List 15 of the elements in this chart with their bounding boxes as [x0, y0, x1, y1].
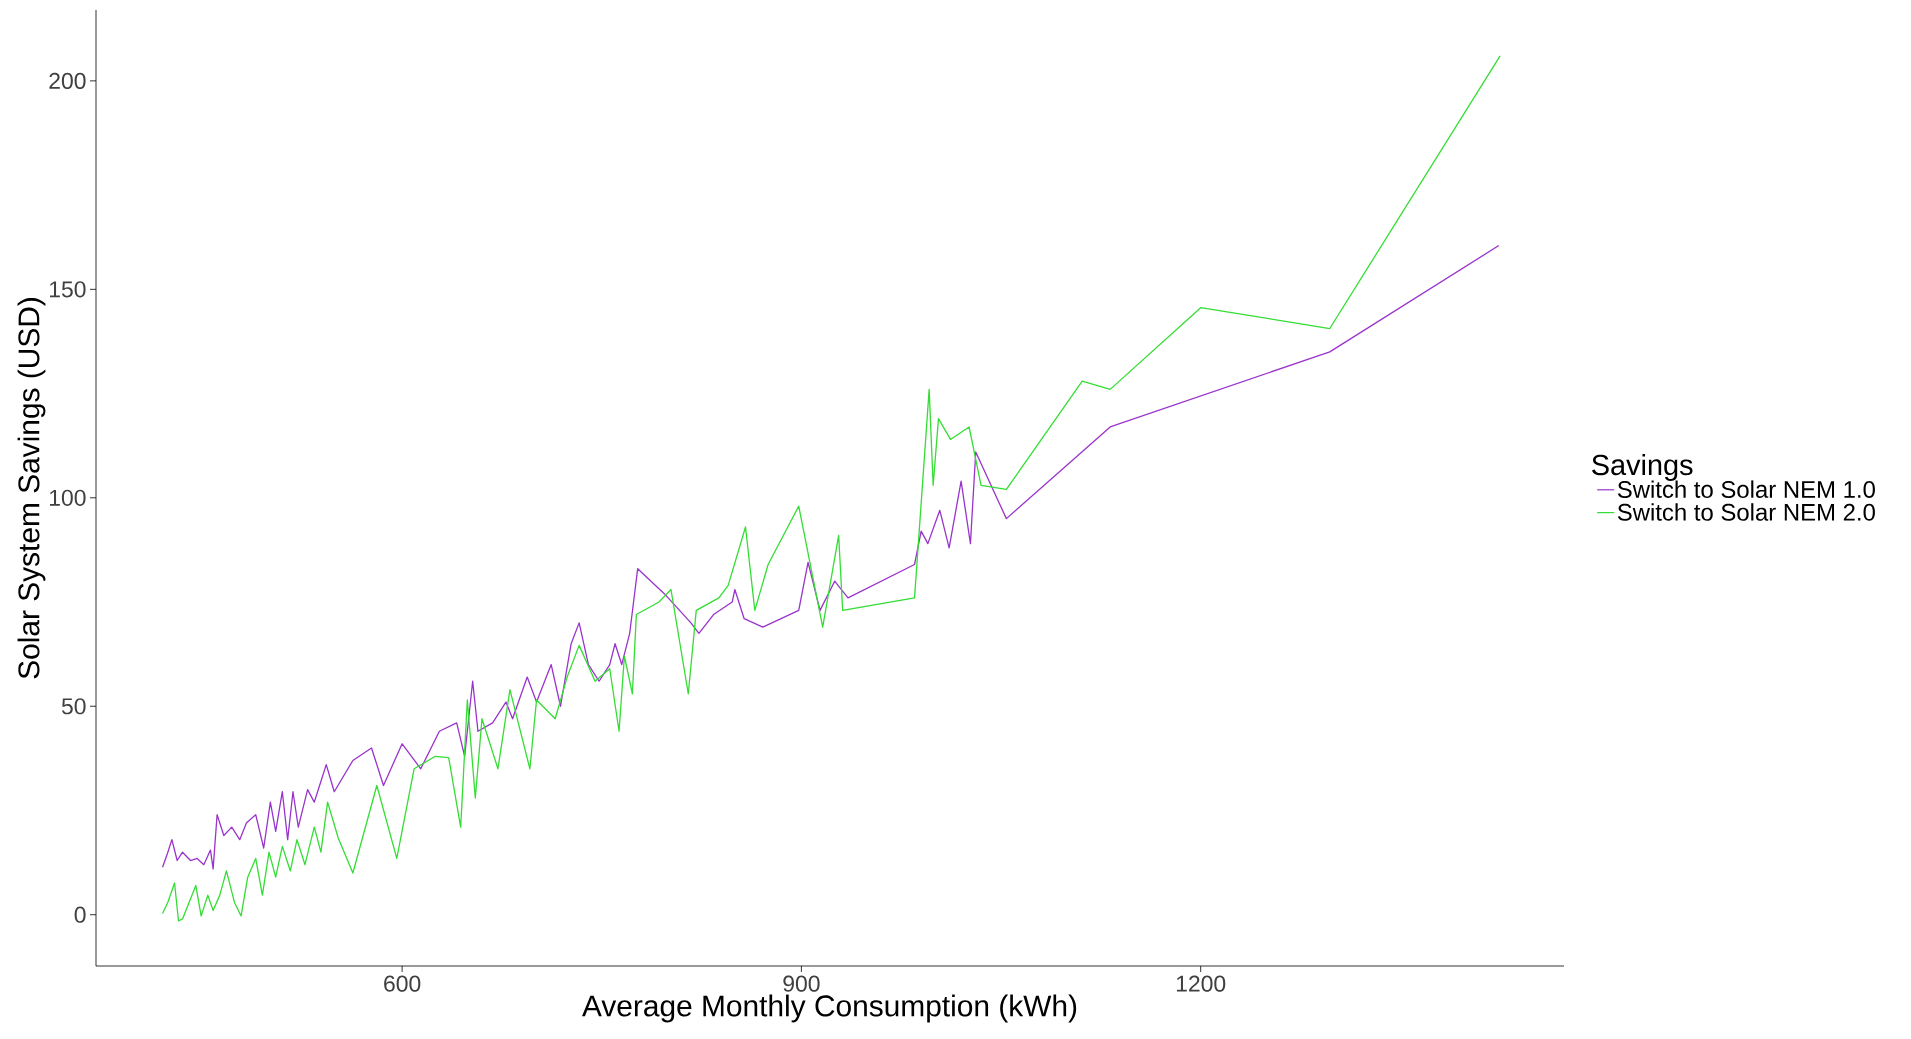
x-tick-label: 1200: [1176, 975, 1226, 992]
legend-label: Switch to Solar NEM 1.0: [1617, 480, 1875, 498]
y-tick-label: 100: [50, 489, 86, 506]
y-tick-label: 50: [61, 698, 86, 715]
x-axis-title: Average Monthly Consumption (kWh): [582, 994, 1077, 1023]
line-series: [161, 244, 1500, 870]
y-tick-label: 200: [49, 72, 86, 89]
x-tick-label: 600: [384, 975, 421, 992]
legend-label: Switch to Solar NEM 2.0: [1617, 503, 1875, 521]
x-tick-label: 900: [783, 975, 820, 992]
y-tick-label: 150: [50, 281, 86, 298]
line-series: [161, 55, 1501, 922]
y-axis-title: Solar System Savings (USD): [17, 298, 46, 679]
y-tick-label: 0: [74, 906, 86, 923]
legend-title: Savings: [1592, 453, 1693, 481]
